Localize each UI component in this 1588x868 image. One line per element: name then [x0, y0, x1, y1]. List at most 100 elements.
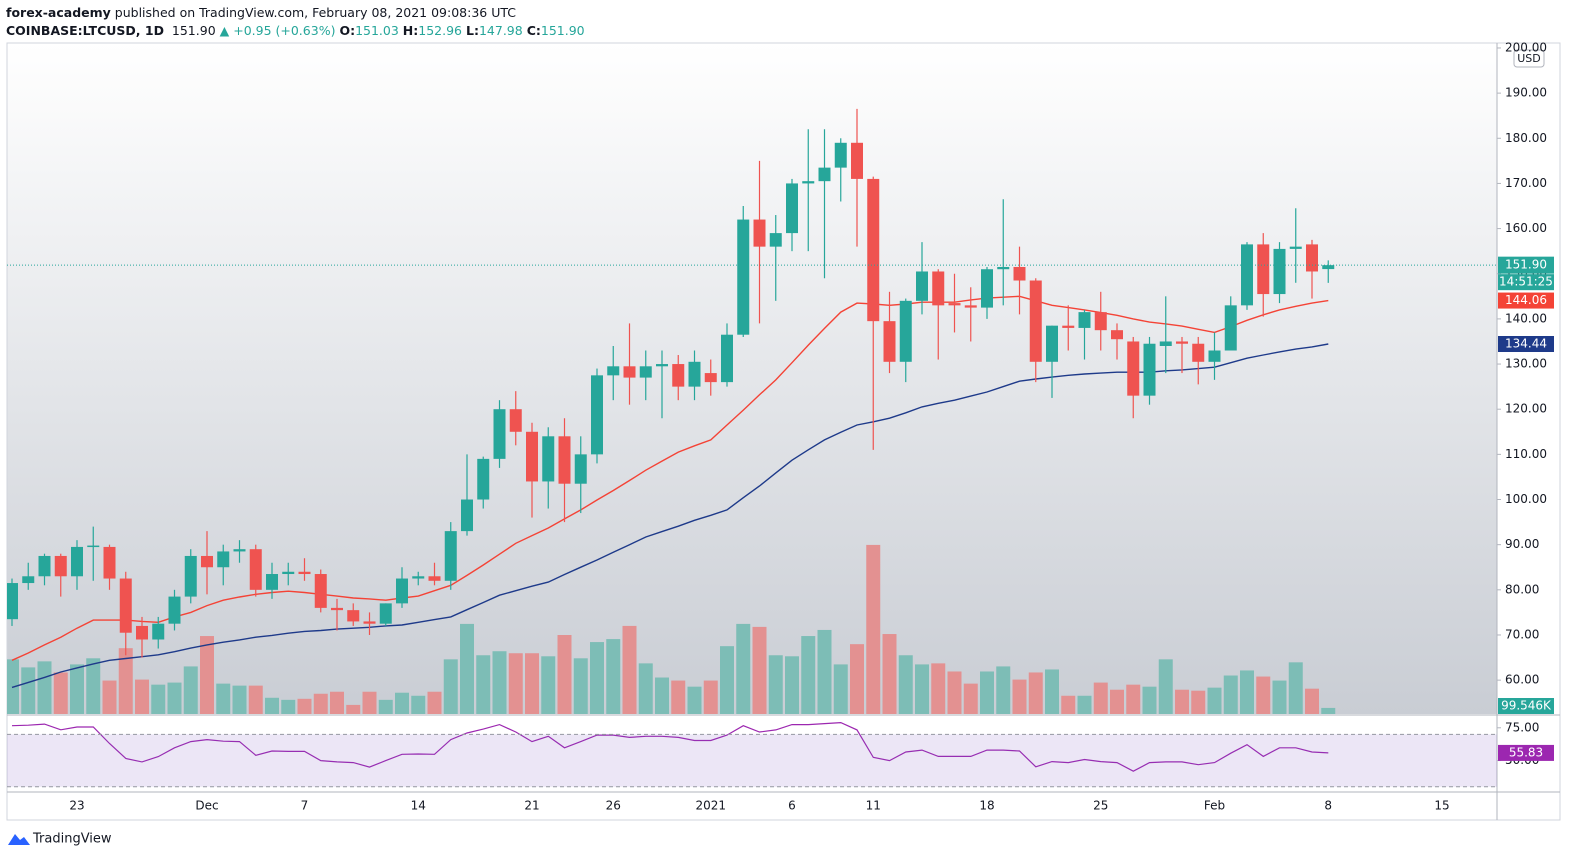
volume-bar [736, 623, 751, 714]
x-tick-label: 7 [301, 799, 309, 813]
candle-body [948, 303, 961, 306]
candle-body [1029, 280, 1042, 362]
candle-body [656, 364, 668, 367]
volume-bar [167, 682, 182, 714]
volume-bar [915, 664, 929, 714]
candle-body [981, 269, 993, 308]
candle-body [769, 233, 782, 247]
volume-bar [216, 683, 231, 714]
candle-body [964, 305, 977, 308]
volume-bar [37, 661, 52, 714]
candle-body [266, 574, 278, 590]
candle-body [87, 545, 100, 548]
price-pane [7, 43, 1497, 714]
rsi-value-tag [1498, 744, 1554, 761]
candle-body [1111, 330, 1123, 340]
x-tick-label: Feb [1204, 799, 1225, 813]
x-tick-label: 25 [1093, 799, 1108, 813]
candle-body [1192, 343, 1205, 362]
volume-bar [850, 644, 864, 714]
y-tick-label: 110.00 [1505, 447, 1547, 461]
low-value: 147.98 [478, 23, 523, 38]
close-key: C: [526, 23, 541, 38]
candle-body [1241, 244, 1253, 306]
volume-bar [102, 680, 117, 714]
candle-body [607, 366, 620, 376]
volume-bar [525, 653, 539, 714]
volume-bar [183, 666, 198, 714]
volume-bar [378, 699, 393, 714]
moving-average-value-label: 144.06 [1505, 293, 1547, 307]
x-tick-label: 18 [979, 799, 994, 813]
candle-body [1143, 343, 1156, 396]
candle-body [347, 610, 360, 622]
candle-body [217, 551, 230, 568]
candle-body [412, 576, 425, 579]
candle-body [314, 574, 327, 608]
volume-bar [655, 677, 669, 714]
frame [6, 42, 1561, 821]
y-tick-label: 60.00 [1505, 673, 1539, 687]
price-plot [7, 108, 1497, 714]
volume-bar [70, 664, 84, 714]
rsi-band [7, 734, 1497, 787]
candle-body [396, 578, 408, 604]
candle-body [591, 375, 603, 455]
volume-bar [86, 658, 101, 714]
candle-body [7, 583, 18, 620]
volume-bar [395, 692, 409, 714]
y-tick-label: 90.00 [1505, 537, 1539, 551]
candle-body [461, 499, 473, 532]
candle-body [509, 409, 522, 432]
candle-body [444, 531, 457, 581]
candle-body [136, 625, 148, 640]
candle-body [22, 576, 35, 584]
currency: USD [1517, 52, 1541, 65]
volume-bar [135, 679, 149, 714]
volume-bar [1240, 670, 1254, 714]
y-tick-label: 170.00 [1505, 176, 1547, 190]
candle-body [363, 621, 376, 624]
currency-badge [1513, 49, 1545, 68]
symbol: COINBASE:LTCUSD, 1D [6, 23, 164, 38]
y-tick-label: 160.00 [1505, 221, 1547, 235]
volume-bar [346, 704, 361, 714]
volume-bar [427, 691, 442, 714]
volume-bar [817, 629, 832, 714]
volume-bar [557, 635, 572, 714]
header-line-1: forex-academy published on TradingView.c… [6, 4, 585, 22]
brand-name: TradingView [32, 832, 112, 847]
volume-bar [1012, 679, 1027, 714]
volume-bar [720, 646, 734, 714]
x-tick-label: 23 [69, 799, 84, 813]
candle-body [1273, 248, 1286, 295]
x-tick-label: 14 [411, 799, 426, 813]
candle-body [899, 300, 912, 362]
candle-body [1208, 350, 1221, 362]
volume-bar [622, 625, 637, 714]
last-price: 151.90 [171, 23, 216, 38]
candle-body [249, 549, 262, 590]
y-tick-label: 140.00 [1505, 311, 1547, 325]
volume-bar [1045, 669, 1059, 714]
brand-logo [8, 834, 30, 845]
candle-body [71, 546, 83, 577]
volume-bar [590, 642, 604, 714]
candle-body [786, 183, 798, 234]
volume-bar [1142, 686, 1157, 714]
candle-body [233, 549, 246, 552]
volume-bar [443, 659, 458, 714]
countdown-tag [1498, 274, 1554, 291]
volume-bar [281, 699, 296, 714]
candle-body [54, 555, 67, 577]
volume-bar [265, 697, 279, 714]
volume-bar [1305, 688, 1319, 714]
candle-body [168, 596, 181, 624]
candle-body [997, 266, 1010, 270]
volume-bar [1028, 672, 1043, 714]
overlay-labels [11, 721, 1329, 772]
candle-body [184, 555, 197, 597]
candle-body [379, 603, 392, 624]
candle-body [1046, 325, 1058, 362]
